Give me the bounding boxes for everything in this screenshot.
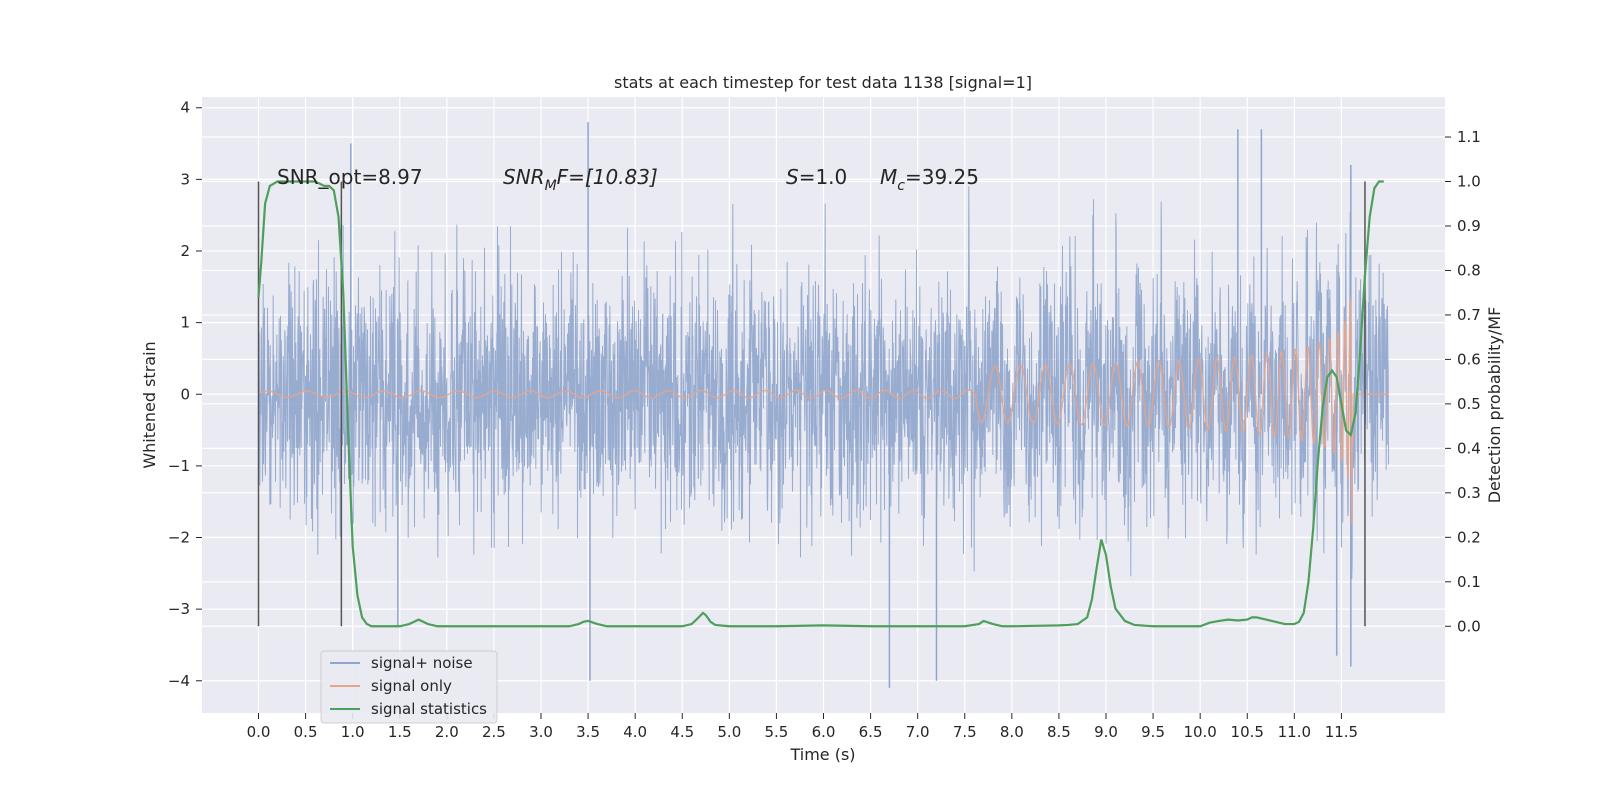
x-tick-label: 10.0 xyxy=(1183,723,1216,741)
x-tick-label: 0.0 xyxy=(247,723,271,741)
legend-label-signal-noise: signal+ noise xyxy=(371,654,473,672)
y-tick-label: 2 xyxy=(180,242,190,260)
y2-axis-label: Detection probability/MF xyxy=(1485,307,1504,504)
mc-annotation: Mc=39.25 xyxy=(880,165,979,194)
x-tick-label: 3.5 xyxy=(576,723,600,741)
snr-mf-annotation: SNRMF=[10.83] xyxy=(503,165,658,194)
y2-tick-label: 0.2 xyxy=(1457,528,1481,546)
signal-only-line xyxy=(258,298,1389,524)
x-tick-label: 8.5 xyxy=(1047,723,1071,741)
signal-statistics-line xyxy=(257,180,1384,628)
y2-tick-label: 0.6 xyxy=(1457,350,1481,368)
y2-tick-label: 0.7 xyxy=(1457,306,1481,324)
y2-tick-label: 0.9 xyxy=(1457,217,1481,235)
x-tick-label: 5.5 xyxy=(764,723,788,741)
x-tick-label: 8.0 xyxy=(1000,723,1024,741)
y2-axis-ticks: 1.1 1.0 0.9 0.8 0.7 0.6 0.5 0.4 0.3 0.2 0.1 0.0 xyxy=(1445,128,1481,635)
legend-label-signal-statistics: signal statistics xyxy=(371,700,487,718)
x-axis-ticks: 0.0 0.5 1.0 1.5 2.0 2.5 3.0 3.5 4.0 4.5 5.0 5.5 6.0 6… xyxy=(247,713,1358,741)
x-tick-label: 3.0 xyxy=(529,723,553,741)
x-tick-label: 9.0 xyxy=(1094,723,1118,741)
y-tick-label: 3 xyxy=(180,170,190,188)
y2-tick-label: 0.3 xyxy=(1457,484,1481,502)
y2-tick-label: 0.0 xyxy=(1457,617,1481,635)
legend: signal+ noise signal only signal statist… xyxy=(320,650,498,724)
x-tick-label: 0.5 xyxy=(294,723,318,741)
y2-tick-label: 0.4 xyxy=(1457,439,1481,457)
y-tick-label: 1 xyxy=(180,314,190,332)
x-tick-label: 11.5 xyxy=(1325,723,1358,741)
y-axis-ticks: 4 3 2 1 0 −1 −2 −3 −4 xyxy=(168,99,202,690)
y-tick-label: −1 xyxy=(168,457,190,475)
x-axis-label: Time (s) xyxy=(789,745,855,764)
chart-title: stats at each timestep for test data 113… xyxy=(614,73,1032,92)
x-tick-label: 7.0 xyxy=(906,723,930,741)
y-tick-label: 4 xyxy=(180,99,190,117)
signal-only-series xyxy=(258,298,1389,524)
y-tick-label: −2 xyxy=(168,529,190,547)
x-tick-label: 5.0 xyxy=(717,723,741,741)
legend-box xyxy=(320,650,498,724)
legend-label-signal-only: signal only xyxy=(371,677,452,695)
signal-statistics-series xyxy=(257,180,1384,628)
x-tick-label: 2.5 xyxy=(482,723,506,741)
x-tick-label: 1.5 xyxy=(388,723,412,741)
x-tick-label: 10.5 xyxy=(1231,723,1264,741)
y-axis-label: Whitened strain xyxy=(140,341,159,468)
y2-tick-label: 0.1 xyxy=(1457,573,1481,591)
y-tick-label: 0 xyxy=(180,385,190,403)
x-tick-label: 11.0 xyxy=(1278,723,1311,741)
x-tick-label: 4.5 xyxy=(670,723,694,741)
x-tick-label: 7.5 xyxy=(953,723,977,741)
x-tick-label: 9.5 xyxy=(1141,723,1165,741)
x-tick-label: 6.0 xyxy=(812,723,836,741)
x-tick-label: 2.0 xyxy=(435,723,459,741)
y2-tick-label: 1.1 xyxy=(1457,128,1481,146)
y-tick-label: −3 xyxy=(168,600,190,618)
y2-tick-label: 0.8 xyxy=(1457,261,1481,279)
y2-tick-label: 0.5 xyxy=(1457,395,1481,413)
x-tick-label: 6.5 xyxy=(859,723,883,741)
x-tick-label: 1.0 xyxy=(341,723,365,741)
s-annotation: S=1.0 xyxy=(786,165,847,189)
y-tick-label: −4 xyxy=(168,672,190,690)
snr-opt-annotation: SNR_opt=8.97 xyxy=(277,165,423,189)
x-tick-label: 4.0 xyxy=(623,723,647,741)
y2-tick-label: 1.0 xyxy=(1457,173,1481,191)
